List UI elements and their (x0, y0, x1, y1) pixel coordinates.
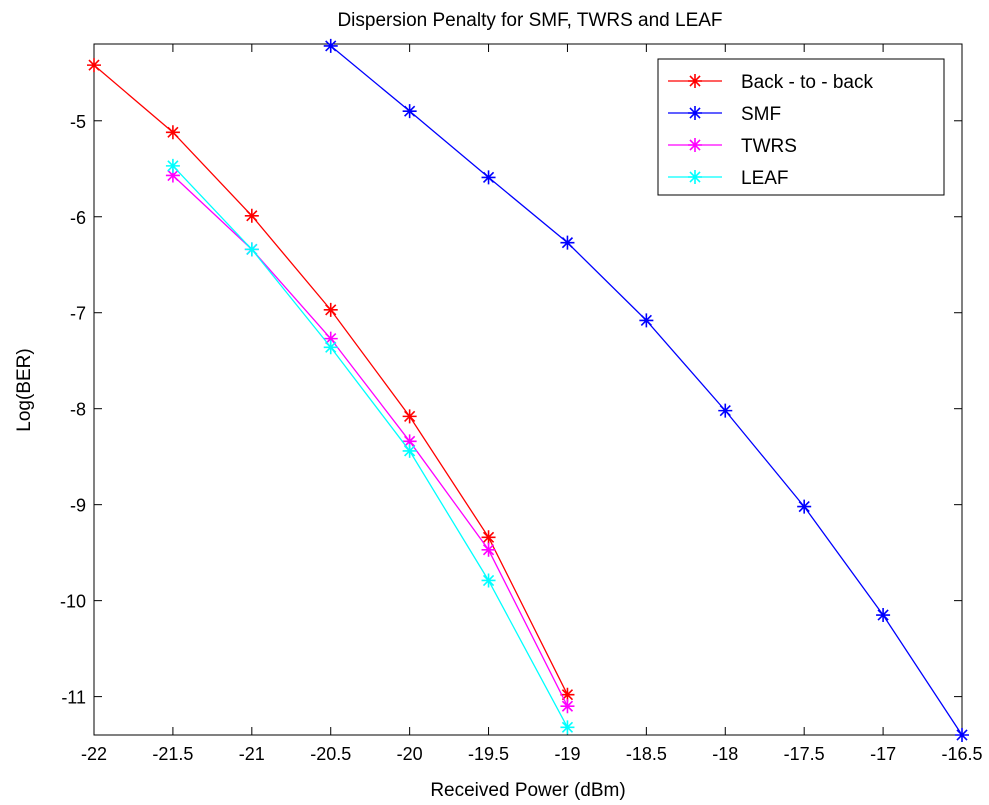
data-point-leaf (560, 720, 575, 735)
legend-marker (688, 170, 702, 184)
data-point-back-to-back (165, 125, 180, 140)
legend-marker (688, 106, 702, 120)
data-point-smf (876, 608, 891, 623)
data-point-smf (560, 235, 575, 250)
data-point-twrs (323, 331, 338, 346)
data-point-smf (955, 728, 969, 742)
y-tick-label: -8 (70, 400, 86, 420)
legend-box (657, 58, 945, 196)
data-point-leaf (402, 443, 417, 458)
data-point-back-to-back (481, 530, 496, 545)
y-tick-label: -6 (70, 208, 86, 228)
legend-label: SMF (741, 104, 781, 125)
legend-label: LEAF (741, 168, 789, 189)
x-axis: -22 -21.5 -21 -20.5 -20 -19.5 -19 -18.5 -18 -17.5… (81, 44, 983, 764)
series-line-twrs (172, 175, 569, 707)
data-point-back-to-back (87, 58, 101, 73)
data-point-twrs (402, 434, 417, 449)
data-point-smf (481, 170, 496, 185)
legend-label: TWRS (741, 136, 797, 157)
x-tick-label: -19 (554, 744, 580, 764)
data-point-twrs (481, 542, 496, 557)
data-point-leaf (323, 340, 338, 355)
x-tick-label: -20.5 (310, 744, 351, 764)
data-point-twrs (560, 699, 575, 714)
x-axis-label: Received Power (dBm) (430, 780, 625, 801)
y-tick-label: -5 (70, 112, 86, 132)
series-smf (323, 38, 969, 742)
data-point-smf (323, 38, 338, 53)
x-tick-label: -18.5 (626, 744, 667, 764)
legend: Back - to - back SMF TWRS LEAF (657, 58, 945, 196)
x-tick-label: -17.5 (784, 744, 825, 764)
data-point-twrs (165, 168, 180, 183)
data-point-back-to-back (560, 687, 575, 702)
data-point-leaf (165, 158, 180, 173)
y-axis-label: Log(BER) (14, 348, 35, 431)
chart-title: Dispersion Penalty for SMF, TWRS and LEA… (337, 10, 722, 31)
y-tick-label: -11 (61, 688, 86, 708)
x-tick-label: -16.5 (941, 744, 982, 764)
data-point-leaf (244, 242, 259, 257)
legend-label: Back - to - back (741, 72, 873, 93)
series-line-leaf (172, 165, 569, 728)
legend-marker (688, 74, 702, 88)
x-tick-label: -22 (81, 744, 107, 764)
y-tick-label: -7 (70, 304, 86, 324)
y-axis: -5 -6 -7 -8 -9 -10 -11 (60, 112, 962, 708)
x-tick-label: -19.5 (468, 744, 509, 764)
y-tick-label: -9 (70, 496, 86, 516)
series-layer (87, 38, 969, 742)
data-point-back-to-back (402, 409, 417, 424)
data-point-smf (718, 403, 733, 418)
x-tick-label: -17 (870, 744, 896, 764)
series-back-to-back (87, 58, 575, 702)
data-point-leaf (481, 573, 496, 588)
x-tick-label: -20 (397, 744, 423, 764)
x-tick-label: -18 (712, 744, 738, 764)
data-point-back-to-back (323, 302, 338, 317)
y-tick-label: -10 (60, 592, 86, 612)
x-tick-label: -21.5 (152, 744, 193, 764)
data-point-smf (639, 313, 654, 328)
series-leaf (165, 158, 575, 735)
data-point-smf (797, 499, 812, 514)
x-tick-label: -21 (239, 744, 265, 764)
legend-marker (688, 138, 702, 152)
data-point-smf (402, 104, 417, 119)
data-point-back-to-back (244, 208, 259, 223)
